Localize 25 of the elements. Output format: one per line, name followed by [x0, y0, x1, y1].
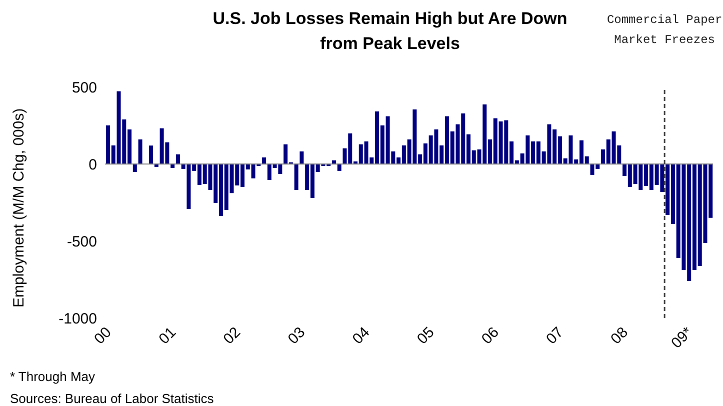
bar [138, 139, 142, 164]
bar [176, 154, 180, 164]
x-tick-label: 02 [220, 324, 244, 348]
chart-title: U.S. Job Losses Remain High but Are Down from Peak Levels [212, 9, 568, 53]
bar [262, 157, 266, 164]
x-tick-label: 06 [478, 324, 502, 348]
y-tick-label: -500 [66, 233, 97, 250]
x-tick-label: 04 [349, 324, 374, 348]
x-tick-label: 01 [156, 324, 180, 348]
bar [149, 146, 154, 164]
bar [294, 164, 298, 190]
y-tick-label: 500 [72, 79, 97, 96]
ref-line-label: Commercial Paper Market Freezes [606, 13, 722, 47]
x-tick-label: 07 [543, 324, 567, 348]
bar [132, 164, 137, 172]
x-tick-label: 03 [284, 324, 309, 348]
y-tick-label: 0 [88, 156, 97, 174]
text: * Through May [10, 368, 96, 386]
source-note: Sources: Bureau of Labor Statistics [10, 390, 214, 406]
bar [300, 151, 304, 164]
y-axis-title: Employment (M/M Chg, 000s) [10, 108, 28, 308]
x-tick-label: 09* [668, 324, 696, 352]
x-tick-label: 08 [608, 324, 632, 348]
x-tick-label: 05 [414, 324, 438, 348]
bar [337, 164, 342, 171]
